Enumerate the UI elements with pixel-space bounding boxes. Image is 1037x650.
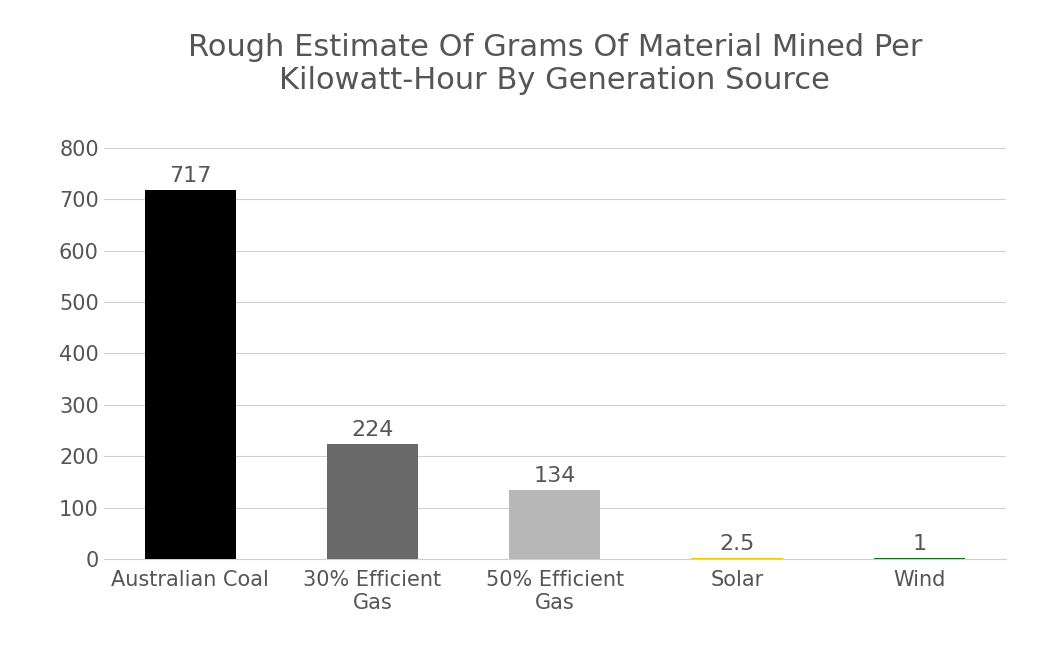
Text: 224: 224 [352,420,394,440]
Bar [145,190,235,559]
Text: 134: 134 [534,466,576,486]
Bar [327,444,418,559]
Bar [509,490,600,559]
Text: 2.5: 2.5 [720,534,755,554]
Bar [692,558,783,559]
Text: 717: 717 [169,166,212,187]
Title: Rough Estimate Of Grams Of Material Mined Per
Kilowatt-Hour By Generation Source: Rough Estimate Of Grams Of Material Mine… [188,32,922,95]
Text: 1: 1 [913,534,926,554]
